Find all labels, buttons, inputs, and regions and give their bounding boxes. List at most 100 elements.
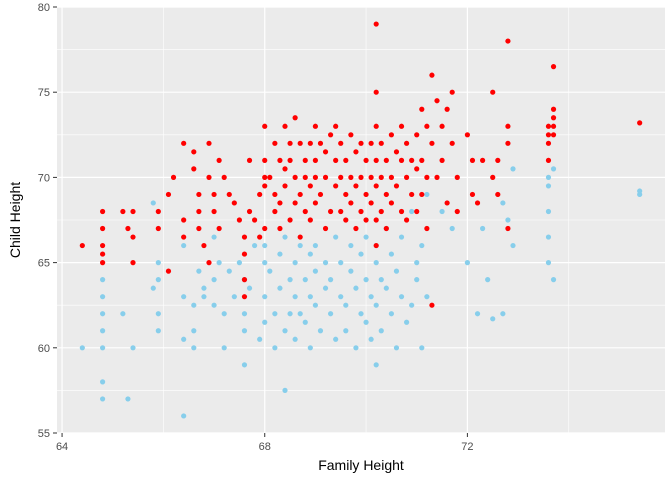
data-point <box>333 336 339 342</box>
data-point <box>338 208 344 215</box>
data-point <box>545 260 552 266</box>
data-point <box>383 157 389 163</box>
data-point <box>429 140 435 146</box>
data-point <box>150 285 156 291</box>
data-point <box>241 294 248 300</box>
data-point <box>393 268 400 274</box>
data-point <box>429 302 435 308</box>
data-point <box>353 225 359 232</box>
data-point <box>150 200 156 206</box>
data-point <box>79 345 85 351</box>
data-point <box>358 251 364 257</box>
x-tick-label: 72 <box>461 441 473 453</box>
data-point <box>353 285 359 291</box>
data-point <box>257 336 263 342</box>
data-point <box>449 225 455 232</box>
data-point <box>550 166 557 172</box>
data-point <box>282 328 288 334</box>
data-point <box>241 328 248 334</box>
data-point <box>231 200 237 206</box>
data-point <box>181 217 187 223</box>
data-point <box>424 191 430 198</box>
data-point <box>398 294 405 300</box>
data-point <box>322 149 329 155</box>
data-point <box>277 200 283 206</box>
data-point <box>201 242 207 249</box>
data-point <box>490 89 496 95</box>
data-point <box>419 106 425 112</box>
data-point <box>449 89 455 95</box>
data-point <box>637 188 643 194</box>
data-point <box>287 311 293 317</box>
data-point <box>312 174 318 180</box>
data-point <box>100 208 106 215</box>
data-point <box>155 225 161 232</box>
data-point <box>282 183 288 189</box>
data-point <box>550 106 557 112</box>
data-point <box>322 285 329 291</box>
data-point <box>353 183 359 189</box>
data-point <box>373 89 379 95</box>
data-point <box>226 191 232 198</box>
data-point <box>545 234 552 240</box>
data-point <box>439 123 445 129</box>
data-point <box>307 294 313 300</box>
data-point <box>181 242 187 249</box>
data-point <box>155 277 161 283</box>
data-point <box>277 225 283 232</box>
data-point <box>404 217 410 223</box>
data-point <box>358 174 364 180</box>
data-point <box>419 345 425 351</box>
data-point <box>292 200 298 206</box>
data-point <box>246 208 253 215</box>
data-point <box>312 302 318 308</box>
data-point <box>368 294 374 300</box>
data-point <box>302 157 308 163</box>
data-point <box>246 157 253 163</box>
data-point <box>241 251 248 257</box>
data-point <box>165 191 172 198</box>
data-point <box>100 328 106 334</box>
data-point <box>388 251 394 257</box>
data-point <box>348 174 354 180</box>
data-point <box>373 21 379 27</box>
data-point <box>277 251 283 257</box>
data-point <box>500 311 506 317</box>
data-point <box>272 191 278 198</box>
data-point <box>221 311 227 317</box>
data-point <box>262 319 268 325</box>
data-point <box>100 225 106 232</box>
x-tick-label: 68 <box>259 441 271 453</box>
data-point <box>100 294 106 300</box>
data-point <box>414 277 420 283</box>
data-point <box>414 208 420 215</box>
y-tick-label: 70 <box>38 172 50 184</box>
data-point <box>429 72 435 78</box>
series-1 <box>79 166 643 419</box>
data-point <box>252 217 258 223</box>
data-point <box>388 200 394 206</box>
data-point <box>292 115 298 121</box>
data-point <box>409 191 415 198</box>
data-point <box>439 208 445 215</box>
data-point <box>343 328 349 334</box>
data-point <box>363 157 369 163</box>
data-point <box>155 208 161 215</box>
data-point <box>226 268 232 274</box>
data-point <box>378 208 384 215</box>
data-point <box>307 140 313 146</box>
data-point <box>267 174 273 180</box>
data-point <box>363 277 369 283</box>
data-point <box>505 217 511 223</box>
data-point <box>216 260 222 266</box>
data-point <box>241 311 248 317</box>
data-point <box>404 174 410 180</box>
data-point <box>454 174 460 180</box>
data-point <box>211 208 217 215</box>
data-point <box>277 157 283 163</box>
points-layer <box>79 21 643 419</box>
data-point <box>165 268 172 274</box>
data-point <box>287 217 293 223</box>
data-point <box>272 208 278 215</box>
data-point <box>378 277 384 283</box>
